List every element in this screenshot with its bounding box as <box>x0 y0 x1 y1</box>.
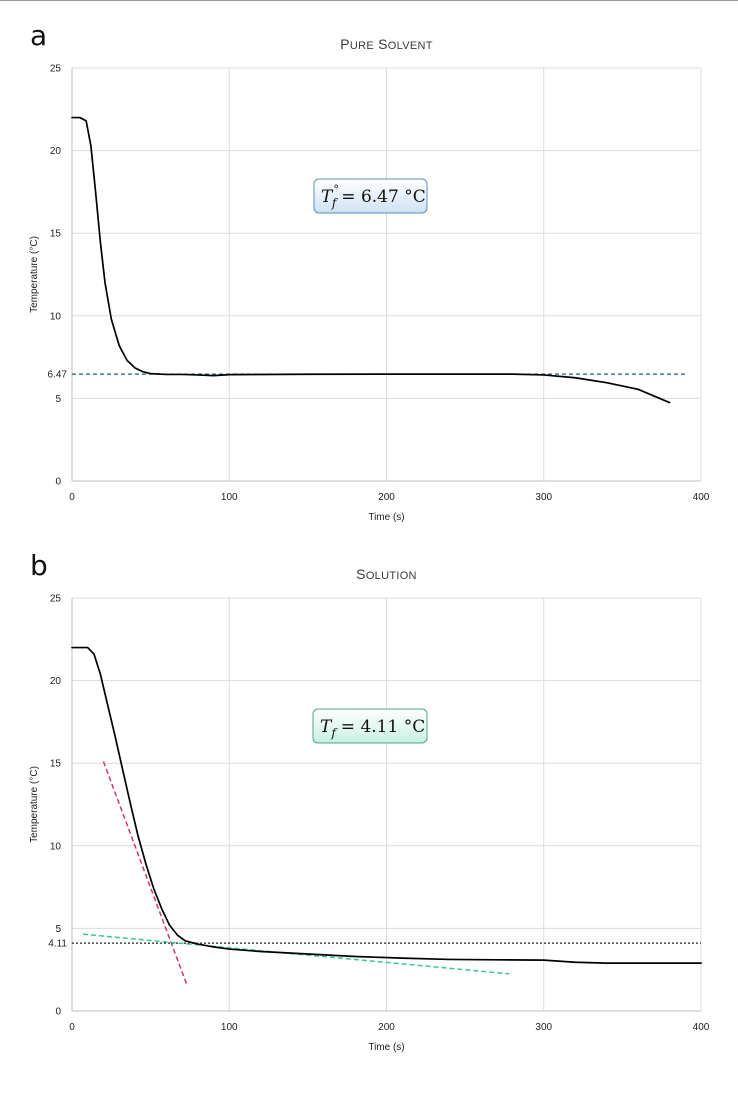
y-tick-label: 20 <box>50 676 62 687</box>
panel-letter: b <box>30 549 48 582</box>
fit-line <box>82 933 510 975</box>
reference-tick-label: 4.11 <box>48 939 67 950</box>
y-axis-label: Temperature (°C) <box>29 236 40 313</box>
x-tick-label: 0 <box>69 492 75 503</box>
x-tick-label: 200 <box>378 492 395 503</box>
x-tick-label: 200 <box>378 1022 395 1033</box>
data-line <box>71 116 671 404</box>
annotation-label: T° f = 6.47 °C <box>321 183 426 210</box>
x-tick-label: 400 <box>693 1022 710 1033</box>
annotation-label: Tf = 4.11 °C <box>320 717 425 740</box>
x-axis-label: Time (s) <box>368 1042 404 1053</box>
x-tick-label: 300 <box>535 492 552 503</box>
y-tick-label: 0 <box>55 477 61 488</box>
annotation-box <box>313 178 428 214</box>
x-tick-label: 100 <box>221 1022 238 1033</box>
annotation-box <box>312 708 428 744</box>
x-tick-label: 100 <box>221 492 238 503</box>
panel-b-chart: b SOLUTION 0 100 200 300 400 0 5 10 15 20 25 Time (s)… <box>29 549 710 1053</box>
y-tick-label: 5 <box>55 924 61 935</box>
panel-letter: a <box>30 19 47 52</box>
y-tick-label: 25 <box>50 64 62 75</box>
x-axis-label: Time (s) <box>368 512 404 523</box>
y-tick-label: 25 <box>50 594 62 605</box>
data-line <box>71 646 702 964</box>
chart-title: PURE SOLVENT <box>340 36 433 52</box>
y-tick-label: 20 <box>50 146 62 157</box>
y-tick-label: 5 <box>55 394 61 405</box>
y-tick-label: 10 <box>50 311 62 322</box>
panel-a-chart: a PURE SOLVENT 0 100 200 300 400 0 5 10 15 20 25 Time… <box>29 19 710 523</box>
x-tick-label: 300 <box>535 1022 552 1033</box>
y-tick-label: 15 <box>50 229 62 240</box>
fit-line <box>102 761 188 985</box>
y-tick-label: 15 <box>50 759 62 770</box>
y-axis-label: Temperature (°C) <box>29 766 40 843</box>
y-tick-label: 10 <box>50 841 62 852</box>
y-tick-label: 0 <box>55 1007 61 1018</box>
x-tick-label: 0 <box>69 1022 75 1033</box>
reference-tick-label: 6.47 <box>48 370 68 381</box>
x-tick-label: 400 <box>693 492 710 503</box>
chart-title: SOLUTION <box>356 566 417 582</box>
